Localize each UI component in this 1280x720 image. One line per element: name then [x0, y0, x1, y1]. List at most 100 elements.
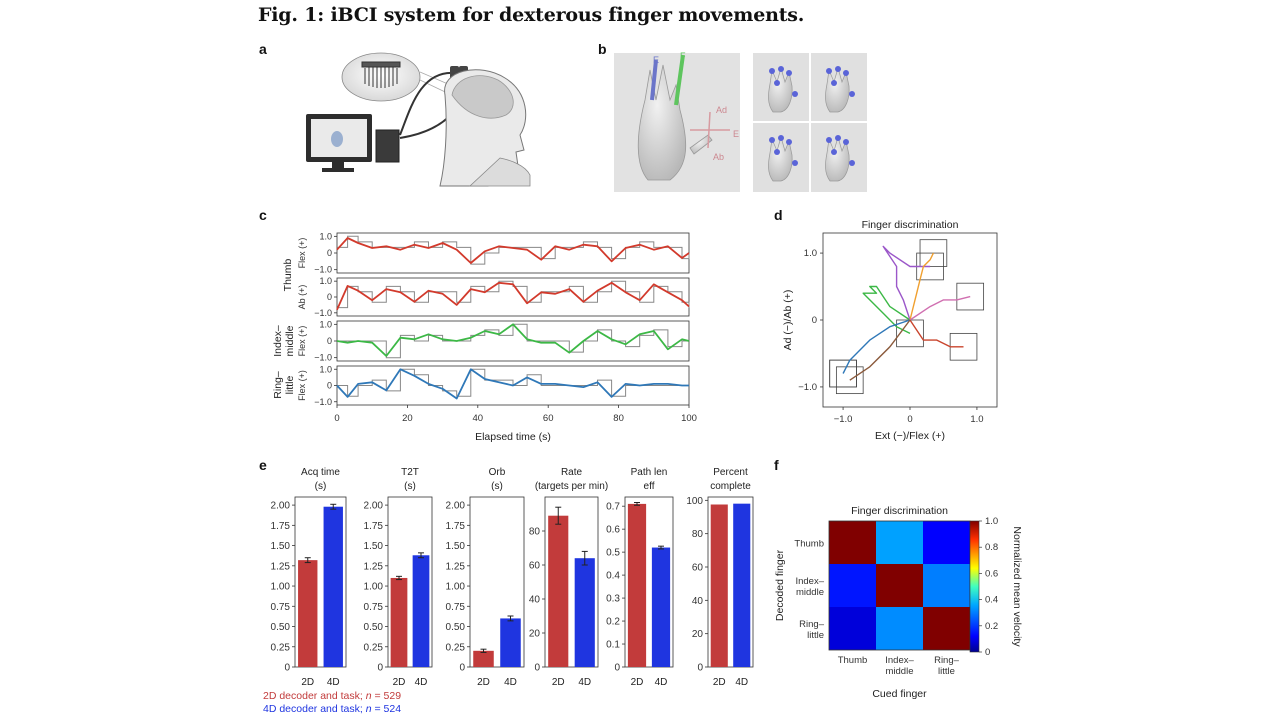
f-xtick-label: middle — [886, 666, 914, 677]
e-ytick-label: 100 — [686, 496, 703, 507]
label-ab: Ab — [713, 152, 724, 162]
e-ytick-label: 0.4 — [606, 571, 620, 582]
c-group-thumb: Thumb — [282, 259, 294, 292]
f-ytick-label: Index– — [795, 576, 824, 587]
f-ytick-label: Thumb — [794, 539, 824, 550]
c-xtick-label: 20 — [402, 413, 413, 424]
f-cell-3-1 — [829, 607, 876, 650]
pose-hand-1 — [768, 66, 793, 113]
d-xtick-label: 0 — [907, 414, 912, 425]
panel-e-bar-charts: Acq time(s)00.250.500.751.001.251.501.75… — [263, 467, 754, 715]
c-ylabel-3: Flex (+) — [297, 326, 307, 357]
c-group-ring-2: little — [284, 376, 296, 395]
pose-marker-1-3 — [786, 70, 792, 76]
panel-b-hand-renders: E F Ad E Ab — [614, 51, 867, 192]
legend-n: n — [366, 690, 372, 702]
c-ytick-label: 1.0 — [319, 231, 332, 241]
e-ytick-label: 1.00 — [446, 582, 466, 593]
pose-marker-3-5 — [774, 149, 780, 155]
f-colorbar-tick-label: 1.0 — [985, 516, 998, 527]
pose-marker-1-1 — [769, 68, 775, 74]
e-ytick-label: 20 — [692, 629, 704, 640]
e-ytick-label: 0.3 — [606, 594, 620, 605]
e-ytick-label: 80 — [692, 529, 704, 540]
c-group-index-2: middle — [284, 325, 296, 356]
f-xtick-label: Ring– — [934, 655, 960, 666]
e-title-line2-6: complete — [710, 481, 751, 492]
panel-label-e: e — [259, 457, 267, 473]
e-bar-6-2D — [710, 504, 728, 667]
f-xlabel: Cued finger — [872, 688, 927, 700]
e-title-line2-5: eff — [644, 481, 655, 492]
e-bar-1-2D — [298, 560, 318, 667]
e-ytick-label: 2.00 — [446, 501, 466, 512]
e-ytick-label: 2.00 — [271, 501, 291, 512]
c-group-index-1: Index– — [272, 325, 284, 357]
e-bar-5-4D — [651, 547, 671, 667]
pose-marker-4-2 — [835, 135, 841, 141]
thumb-axes-indicator — [690, 111, 730, 149]
legend-text: 4D decoder and task; — [263, 703, 366, 715]
label-ad: Ad — [716, 105, 727, 115]
e-bar-3-4D — [500, 618, 521, 667]
cable-line-1 — [399, 71, 456, 136]
e-xtick-label: 2D — [393, 677, 406, 688]
c-xtick-label: 40 — [473, 413, 484, 424]
pose-marker-1-4 — [792, 91, 798, 97]
d-xtick-label: 1.0 — [970, 414, 983, 425]
c-ytick-label: 0 — [327, 336, 332, 346]
e-bar-2-2D — [390, 577, 408, 667]
c-xtick-label: 100 — [681, 413, 697, 424]
e-xtick-label: 4D — [415, 677, 428, 688]
d-target-box-extra — [829, 359, 857, 388]
e-title-line1-1: Acq time — [301, 467, 340, 478]
d-trajectory-blue — [842, 319, 911, 374]
e-ytick-label: 0.25 — [271, 642, 291, 653]
e-ytick-label: 1.50 — [364, 541, 384, 552]
e-title-line1-4: Rate — [561, 467, 583, 478]
pose-marker-2-4 — [849, 91, 855, 97]
e-ytick-label: 0.25 — [364, 642, 384, 653]
c-ylabel-2: Ab (+) — [297, 285, 307, 310]
pose-marker-4-4 — [849, 160, 855, 166]
e-axes-frame-2 — [387, 496, 433, 668]
pose-marker-3-1 — [769, 137, 775, 143]
c-series-line-3 — [336, 323, 690, 357]
pose-hand-4 — [825, 135, 850, 182]
legend-n: n — [366, 703, 372, 715]
f-cell-3-3 — [923, 607, 970, 650]
panel-d-trajectories: Finger discrimination −1.0 0 1.0 1.0 0 −1.0 Ext… — [782, 219, 998, 442]
e-ytick-label: 0 — [697, 663, 703, 674]
f-colorbar-tick-label: 0.2 — [985, 621, 998, 632]
e-ytick-label: 1.50 — [271, 541, 291, 552]
e-title-line1-5: Path len — [631, 467, 668, 478]
d-ytick-label: −1.0 — [798, 382, 817, 393]
e-ytick-label: 1.25 — [364, 561, 384, 572]
e-ytick-label: 0.50 — [364, 622, 384, 633]
e-ytick-label: 1.25 — [446, 561, 466, 572]
middle-finger-highlight — [674, 54, 685, 106]
c-series-line-1 — [336, 237, 690, 264]
e-ytick-label: 80 — [529, 527, 541, 538]
e-ytick-label: 0.75 — [446, 602, 466, 613]
e-ytick-label: 0 — [377, 663, 383, 674]
pose-marker-1-2 — [778, 66, 784, 72]
c-ytick-label: 0 — [327, 248, 332, 258]
e-title-line1-2: T2T — [401, 467, 419, 478]
e-ytick-label: 0.6 — [606, 525, 620, 536]
e-axes-frame-4 — [544, 496, 599, 668]
panel-a-illustration — [306, 52, 531, 187]
panel-label-f: f — [774, 457, 779, 473]
c-target-steps-3 — [337, 323, 689, 359]
large-hand-thumb — [689, 134, 713, 155]
e-ytick-label: 0 — [284, 663, 290, 674]
f-colorbar-tick-label: 0 — [985, 647, 990, 658]
e-ytick-label: 0 — [534, 663, 540, 674]
e-xtick-label: 4D — [735, 677, 748, 688]
f-cell-1-2 — [876, 521, 923, 564]
e-bar-6-4D — [733, 503, 751, 667]
e-ytick-label: 1.75 — [446, 521, 466, 532]
e-ytick-label: 0.50 — [446, 622, 466, 633]
